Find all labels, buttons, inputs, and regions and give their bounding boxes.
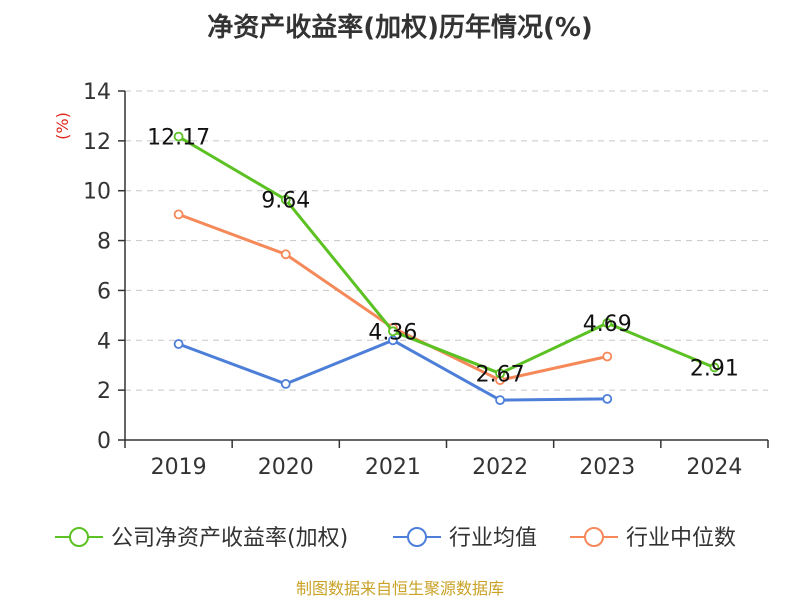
legend[interactable]: 公司净资产收益率(加权) 行业均值 行业中位数 bbox=[55, 526, 736, 551]
y-tick-label: 4 bbox=[97, 329, 111, 354]
series-point-1 bbox=[495, 395, 505, 406]
series-point-0 bbox=[388, 326, 398, 337]
data-label: 4.69 bbox=[583, 312, 632, 337]
series-point-0 bbox=[280, 194, 291, 205]
gridlines bbox=[125, 90, 768, 391]
legend-marker bbox=[69, 527, 89, 547]
series-point-2 bbox=[602, 351, 613, 362]
y-tick-label: 14 bbox=[83, 80, 111, 105]
x-tick-label: 2022 bbox=[472, 455, 528, 480]
y-ticks: 0 2 4 6 8 10 12 14 bbox=[83, 80, 125, 454]
series-point-0 bbox=[173, 131, 184, 142]
series-point-0 bbox=[495, 368, 505, 379]
legend-item[interactable]: 行业中位数 bbox=[570, 526, 736, 551]
legend-marker bbox=[584, 527, 604, 547]
legend-marker bbox=[407, 527, 427, 547]
series-point-1 bbox=[173, 339, 184, 349]
series-point-1 bbox=[388, 335, 398, 346]
legend-label: 行业均值 bbox=[449, 526, 537, 551]
data-labels: 12.17 9.64 4.36 2.67 4.69 2.91 bbox=[147, 126, 739, 388]
y-tick-label: 6 bbox=[97, 279, 111, 304]
series-point-1 bbox=[280, 379, 291, 389]
y-tick-label: 0 bbox=[97, 429, 111, 454]
legend-item[interactable]: 公司净资产收益率(加权) bbox=[55, 526, 348, 551]
x-tick-label: 2021 bbox=[365, 455, 421, 480]
data-label: 2.67 bbox=[476, 362, 525, 387]
y-tick-label: 10 bbox=[83, 180, 111, 205]
data-label: 2.91 bbox=[690, 356, 739, 381]
chart-title: 净资产收益率(加权)历年情况(%) bbox=[207, 12, 593, 43]
data-label: 4.36 bbox=[368, 320, 417, 345]
data-label: 9.64 bbox=[261, 189, 310, 214]
source-note: 制图数据来自恒生聚源数据库 bbox=[296, 579, 504, 598]
series-line-0 bbox=[177, 135, 715, 375]
x-tick-label: 2023 bbox=[579, 455, 635, 480]
series-point-2 bbox=[280, 249, 291, 260]
legend-item[interactable]: 行业均值 bbox=[393, 526, 537, 551]
x-tick-label: 2024 bbox=[686, 455, 742, 480]
y-axis-label: (%) bbox=[53, 112, 72, 140]
legend-label: 公司净资产收益率(加权) bbox=[111, 526, 348, 551]
x-tick-label: 2020 bbox=[258, 455, 314, 480]
legend-label: 行业中位数 bbox=[626, 526, 736, 551]
data-label: 12.17 bbox=[147, 126, 210, 151]
series-point-2 bbox=[173, 209, 184, 220]
y-tick-label: 12 bbox=[83, 130, 111, 155]
y-tick-label: 2 bbox=[97, 379, 111, 404]
axes bbox=[124, 91, 768, 441]
x-tick-label: 2019 bbox=[151, 455, 207, 480]
series-point-1 bbox=[602, 393, 613, 404]
series-line-2 bbox=[178, 212, 608, 382]
x-ticks: 2019 2020 2021 2022 2023 2024 bbox=[124, 440, 769, 480]
series-point-0 bbox=[709, 362, 720, 373]
y-tick-label: 8 bbox=[97, 230, 111, 255]
series-layer bbox=[173, 131, 720, 406]
series-point-0 bbox=[602, 318, 613, 328]
